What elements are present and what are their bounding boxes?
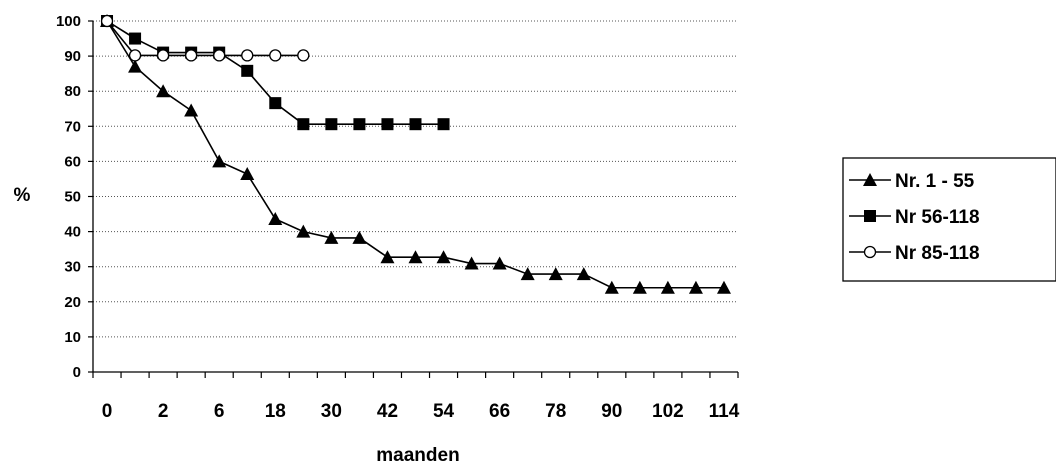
data-point xyxy=(128,49,142,62)
data-point xyxy=(324,230,339,244)
y-tick-labels: 0 10 20 30 40 50 60 70 80 90 100 xyxy=(56,13,81,381)
data-point xyxy=(520,267,535,281)
y-tick-label: 100 xyxy=(56,13,81,30)
data-point xyxy=(716,280,731,294)
data-point xyxy=(213,49,226,62)
data-point xyxy=(268,211,283,225)
data-point xyxy=(297,49,310,62)
x-tick-label: 42 xyxy=(377,401,398,422)
y-tick-label: 20 xyxy=(64,294,81,311)
x-tick-label: 6 xyxy=(214,401,225,422)
y-tick-label: 0 xyxy=(73,364,81,381)
y-tick-label: 60 xyxy=(64,153,81,170)
data-point xyxy=(100,14,114,28)
data-point xyxy=(492,256,507,270)
x-tick-label: 78 xyxy=(545,401,566,422)
data-point xyxy=(353,118,366,131)
y-tick-label: 80 xyxy=(64,83,81,100)
series-group xyxy=(100,14,731,294)
legend-label: Nr 85-118 xyxy=(895,243,980,264)
data-point xyxy=(269,97,282,110)
data-point xyxy=(408,250,423,264)
legend-label: Nr. 1 - 55 xyxy=(895,171,975,192)
data-point xyxy=(297,118,310,131)
x-tick-label: 2 xyxy=(158,401,169,422)
y-tick-label: 70 xyxy=(64,118,81,135)
x-tick-label: 102 xyxy=(652,401,684,422)
data-point xyxy=(604,280,619,294)
data-point xyxy=(325,118,338,131)
axes xyxy=(88,20,739,378)
data-point xyxy=(688,280,703,294)
data-point xyxy=(156,49,170,62)
data-point xyxy=(352,230,367,244)
x-tick-label: 54 xyxy=(433,401,455,422)
data-point xyxy=(296,224,311,238)
legend: Nr. 1 - 55 Nr 56-118 Nr 85-118 xyxy=(842,157,1056,282)
legend-marker xyxy=(864,210,876,222)
data-point xyxy=(660,280,675,294)
x-tick-labels: 0 2 6 18 30 42 54 66 78 90 102 114 xyxy=(102,401,740,422)
data-point xyxy=(464,256,479,270)
data-point xyxy=(269,49,282,62)
legend-marker xyxy=(863,245,877,259)
data-point xyxy=(240,167,255,181)
data-point xyxy=(184,103,199,117)
y-axis-label: % xyxy=(14,185,31,206)
data-point xyxy=(436,250,451,264)
x-tick-label: 0 xyxy=(102,401,113,422)
x-tick-label: 114 xyxy=(709,401,740,422)
data-point xyxy=(241,49,254,62)
gridlines xyxy=(93,20,738,338)
data-point xyxy=(156,84,171,98)
data-point xyxy=(129,32,142,45)
y-tick-label: 40 xyxy=(64,224,81,241)
legend-label: Nr 56-118 xyxy=(895,207,980,228)
data-point xyxy=(241,64,254,77)
x-axis-label: maanden xyxy=(376,445,459,466)
legend-box xyxy=(842,157,1056,282)
data-point xyxy=(380,250,395,264)
data-point xyxy=(185,49,198,62)
y-tick-label: 30 xyxy=(64,259,81,276)
x-tick-label: 90 xyxy=(601,401,622,422)
data-point xyxy=(437,118,450,131)
data-point xyxy=(548,267,563,281)
data-point xyxy=(632,280,647,294)
data-point xyxy=(381,118,394,131)
x-tick-label: 66 xyxy=(489,401,510,422)
x-tick-label: 18 xyxy=(265,401,286,422)
data-point xyxy=(576,267,591,281)
series-line xyxy=(106,20,724,289)
y-tick-label: 50 xyxy=(64,189,81,206)
y-tick-label: 10 xyxy=(64,329,81,346)
legend-marker xyxy=(863,173,877,186)
data-point xyxy=(212,154,227,168)
x-tick-label: 30 xyxy=(321,401,342,422)
data-point xyxy=(128,59,143,73)
data-point xyxy=(409,118,422,131)
y-tick-label: 90 xyxy=(64,48,81,65)
